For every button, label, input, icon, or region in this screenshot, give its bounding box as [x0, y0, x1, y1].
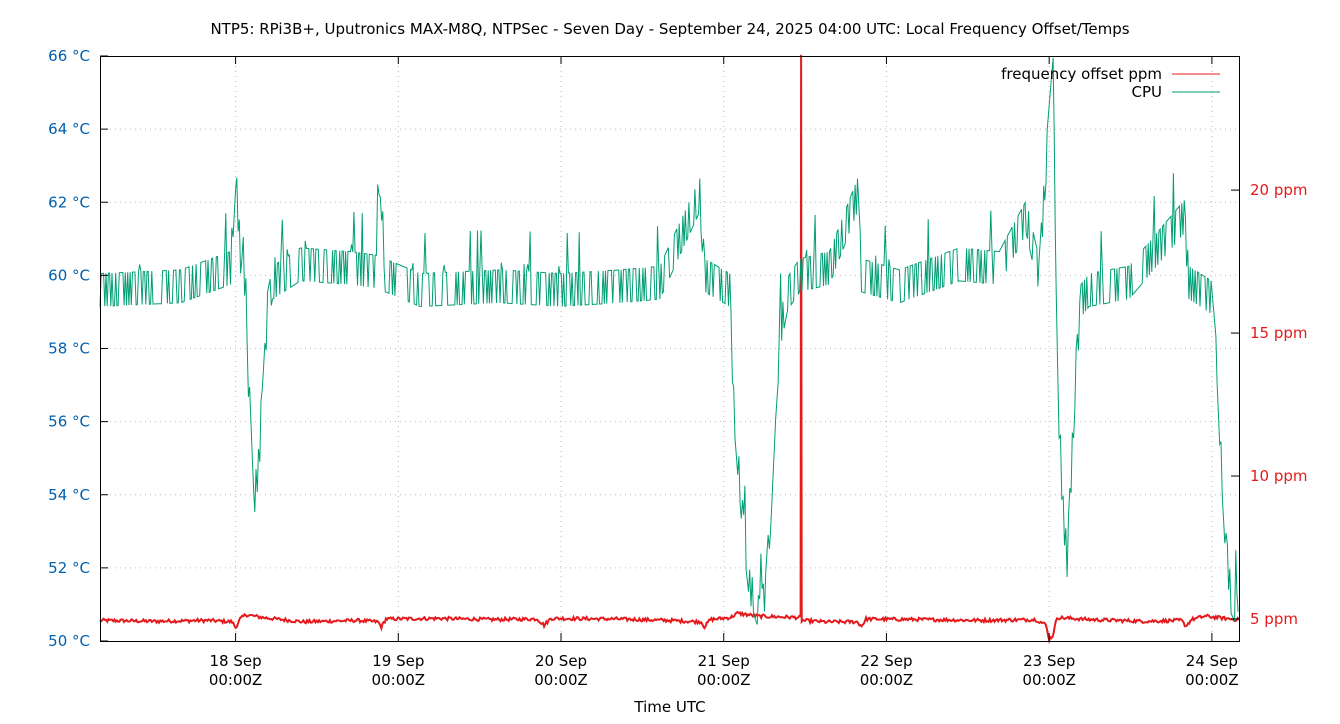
- x-tick-label: 23 Sep: [1023, 652, 1075, 670]
- x-tick-label: 00:00Z: [1022, 671, 1076, 689]
- y-left-tick-label: 62 °C: [48, 193, 90, 211]
- y-right-tick-label: 15 ppm: [1250, 324, 1308, 342]
- legend-label: CPU: [1132, 83, 1163, 101]
- x-tick-label: 22 Sep: [860, 652, 912, 670]
- y-left-tick-label: 66 °C: [48, 47, 90, 65]
- chart-title: NTP5: RPi3B+, Uputronics MAX-M8Q, NTPSec…: [210, 20, 1129, 38]
- x-tick-label: 18 Sep: [210, 652, 262, 670]
- y-left-tick-label: 58 °C: [48, 340, 90, 358]
- x-tick-label: 21 Sep: [698, 652, 750, 670]
- legend-label: frequency offset ppm: [1001, 65, 1162, 83]
- y-right-tick-label: 5 ppm: [1250, 610, 1298, 628]
- y-right-tick-label: 20 ppm: [1250, 181, 1308, 199]
- plot-series: [99, 54, 1240, 645]
- y-left-tick-label: 52 °C: [48, 559, 90, 577]
- x-tick-label: 24 Sep: [1186, 652, 1238, 670]
- x-tick-label: 00:00Z: [697, 671, 751, 689]
- y-left-tick-label: 64 °C: [48, 120, 90, 138]
- x-tick-label: 00:00Z: [860, 671, 914, 689]
- series-line-frequency-offset: [99, 54, 1240, 645]
- y-left-tick-label: 60 °C: [48, 266, 90, 284]
- grid: [100, 56, 1239, 641]
- y-left-tick-label: 56 °C: [48, 413, 90, 431]
- y-left-tick-label: 54 °C: [48, 486, 90, 504]
- series-line-cpu: [99, 57, 1239, 625]
- x-tick-label: 20 Sep: [535, 652, 587, 670]
- x-tick-label: 00:00Z: [1185, 671, 1239, 689]
- x-tick-label: 19 Sep: [372, 652, 424, 670]
- x-tick-label: 00:00Z: [209, 671, 263, 689]
- y-right-tick-label: 10 ppm: [1250, 467, 1308, 485]
- y-left-tick-label: 50 °C: [48, 632, 90, 650]
- x-axis-label: Time UTC: [633, 698, 705, 716]
- x-tick-label: 00:00Z: [534, 671, 588, 689]
- x-tick-label: 00:00Z: [372, 671, 426, 689]
